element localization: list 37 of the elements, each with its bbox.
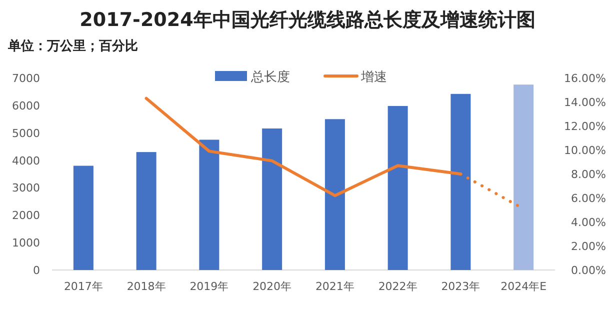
y-tick-label: 2000 bbox=[12, 209, 40, 222]
bar bbox=[450, 94, 471, 270]
legend-label: 总长度 bbox=[250, 69, 290, 85]
y-tick-label: 4000 bbox=[12, 154, 40, 168]
y-tick-label: 7000 bbox=[12, 72, 40, 85]
bar bbox=[514, 84, 534, 270]
bar bbox=[262, 128, 282, 270]
y-tick-label: 1000 bbox=[12, 236, 40, 250]
y2-tick-label: 2.00% bbox=[571, 240, 606, 253]
x-tick-label: 2020年 bbox=[252, 280, 292, 293]
bar bbox=[136, 152, 156, 270]
y2-tick-label: 0.00% bbox=[571, 264, 606, 277]
x-tick-label: 2019年 bbox=[190, 280, 229, 293]
x-tick-label: 2023年 bbox=[441, 280, 480, 293]
y2-tick-label: 8.00% bbox=[571, 168, 606, 181]
y2-tick-label: 16.00% bbox=[564, 72, 606, 85]
x-tick-label: 2021年 bbox=[315, 280, 354, 293]
y2-tick-label: 6.00% bbox=[571, 192, 606, 205]
y2-tick-label: 12.00% bbox=[564, 120, 606, 133]
x-tick-label: 2022年 bbox=[378, 280, 418, 293]
bar bbox=[73, 166, 94, 270]
legend-label: 增速 bbox=[360, 70, 387, 85]
bar bbox=[324, 119, 345, 270]
chart-title: 2017-2024年中国光纤光缆线路总长度及增速统计图 bbox=[80, 9, 536, 31]
x-tick-label: 2017年 bbox=[64, 280, 103, 293]
y-tick-label: 3000 bbox=[12, 182, 40, 195]
y-tick-label: 0 bbox=[33, 264, 40, 277]
bar bbox=[388, 106, 408, 270]
y2-tick-label: 10.00% bbox=[564, 144, 606, 157]
y2-tick-label: 4.00% bbox=[571, 216, 606, 229]
x-tick-label: 2018年 bbox=[126, 280, 166, 293]
chart-subtitle: 单位：万公里；百分比 bbox=[7, 38, 138, 54]
y-tick-label: 5000 bbox=[12, 126, 40, 140]
y2-tick-label: 14.00% bbox=[564, 96, 606, 109]
bar bbox=[199, 140, 220, 270]
x-tick-label: 2024年E bbox=[500, 280, 547, 293]
y-tick-label: 6000 bbox=[12, 99, 40, 112]
